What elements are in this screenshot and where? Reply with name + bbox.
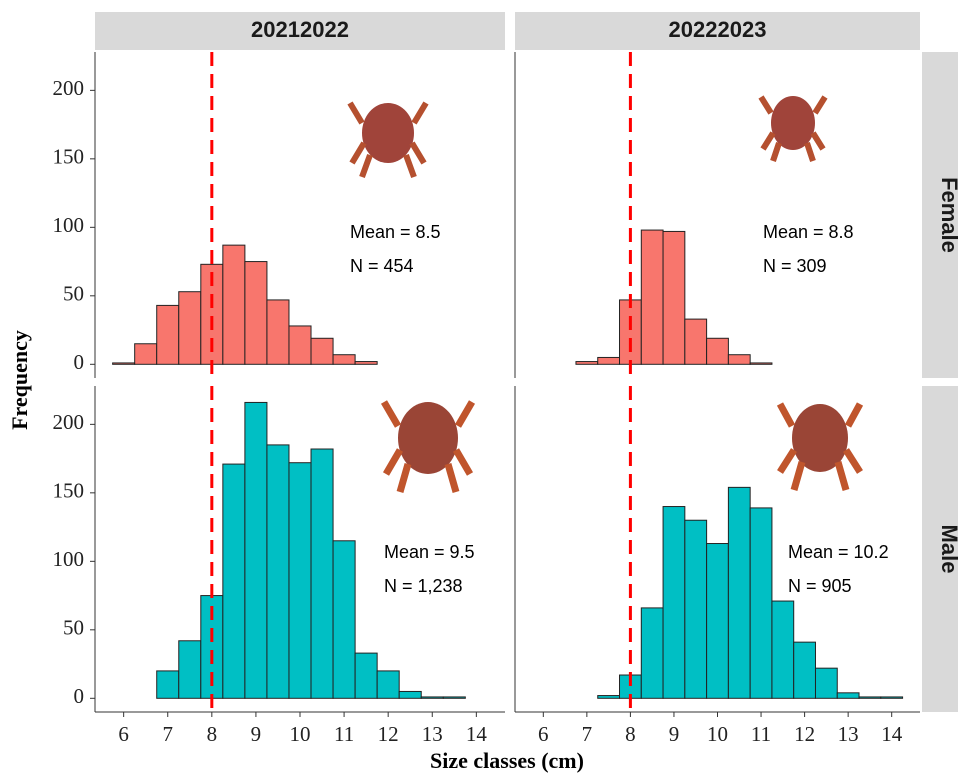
bar [289, 326, 311, 364]
row-label: Female [937, 177, 958, 253]
y-axis-label: Frequency [7, 330, 32, 430]
x-tick-label: 8 [625, 722, 636, 746]
bar [750, 508, 772, 698]
bar [333, 355, 355, 365]
annotation: Mean = 8.5 [350, 222, 441, 242]
annotation: Mean = 10.2 [788, 542, 889, 562]
y-tick-label: 100 [53, 213, 85, 237]
bar [685, 520, 707, 698]
annotation: Mean = 9.5 [384, 542, 475, 562]
y-tick-label: 150 [53, 479, 85, 503]
x-tick-label: 10 [290, 722, 311, 746]
bar [663, 507, 685, 699]
column-label: 20222023 [669, 17, 767, 42]
bar [157, 305, 179, 364]
y-tick-label: 50 [63, 616, 84, 640]
crab-icon [761, 96, 825, 161]
bar [728, 355, 750, 365]
x-tick-label: 13 [838, 722, 859, 746]
y-tick-label: 100 [53, 547, 85, 571]
bar [815, 668, 837, 698]
bar [355, 362, 377, 365]
x-tick-label: 12 [378, 722, 399, 746]
bar [179, 641, 201, 699]
bar [421, 697, 443, 698]
y-tick-label: 150 [53, 145, 85, 169]
bar [881, 697, 903, 698]
bar [707, 544, 729, 699]
annotation: N = 454 [350, 256, 414, 276]
x-tick-label: 10 [707, 722, 728, 746]
bar [135, 344, 157, 365]
x-tick-label: 6 [538, 722, 549, 746]
bar [311, 449, 333, 698]
y-tick-label: 0 [74, 684, 85, 708]
x-tick-label: 11 [334, 722, 354, 746]
bar [794, 642, 816, 698]
bar [598, 357, 620, 364]
bar [245, 262, 267, 365]
bar [663, 231, 685, 364]
y-tick-label: 200 [53, 76, 85, 100]
x-tick-label: 9 [669, 722, 680, 746]
annotation: N = 905 [788, 576, 852, 596]
crab-icon [780, 404, 860, 490]
bar [641, 230, 663, 364]
x-tick-label: 14 [466, 722, 488, 746]
bar [772, 601, 794, 698]
annotation: N = 309 [763, 256, 827, 276]
bar [311, 338, 333, 364]
x-tick-label: 6 [118, 722, 129, 746]
annotation: N = 1,238 [384, 576, 463, 596]
bar [289, 463, 311, 699]
bar [707, 338, 729, 364]
bar [443, 697, 465, 698]
crab-icons [350, 96, 860, 492]
bar [223, 464, 245, 698]
bar [245, 402, 267, 698]
bar [399, 691, 421, 698]
bar [750, 363, 772, 364]
bar [223, 245, 245, 364]
bar [355, 653, 377, 698]
x-tick-label: 7 [582, 722, 593, 746]
bar [113, 363, 135, 364]
x-tick-label: 11 [751, 722, 771, 746]
bar [267, 300, 289, 364]
bar [333, 541, 355, 699]
bar [620, 300, 642, 364]
y-tick-label: 0 [74, 350, 85, 374]
annotation: Mean = 8.8 [763, 222, 854, 242]
crab-icon [384, 402, 472, 492]
bar [837, 693, 859, 698]
bar [377, 671, 399, 698]
crab-icon [350, 103, 426, 177]
row-label: Male [937, 525, 958, 574]
bar [576, 362, 598, 365]
bar [859, 697, 881, 698]
x-tick-label: 8 [207, 722, 218, 746]
x-tick-label: 13 [422, 722, 443, 746]
bar [685, 319, 707, 364]
chart: Size classes (cm) Frequency 20212022 2022… [0, 0, 958, 779]
y-tick-label: 50 [63, 282, 84, 306]
x-tick-label: 9 [251, 722, 262, 746]
x-tick-label: 7 [162, 722, 173, 746]
x-axis-label: Size classes (cm) [430, 748, 584, 773]
x-tick-label: 12 [794, 722, 815, 746]
y-tick-label: 200 [53, 410, 85, 434]
bar [267, 445, 289, 698]
bar [641, 608, 663, 698]
bar [728, 487, 750, 698]
bar [157, 671, 179, 698]
x-tick-label: 14 [881, 722, 903, 746]
bar [179, 292, 201, 365]
column-label: 20212022 [251, 17, 349, 42]
bar [598, 696, 620, 699]
